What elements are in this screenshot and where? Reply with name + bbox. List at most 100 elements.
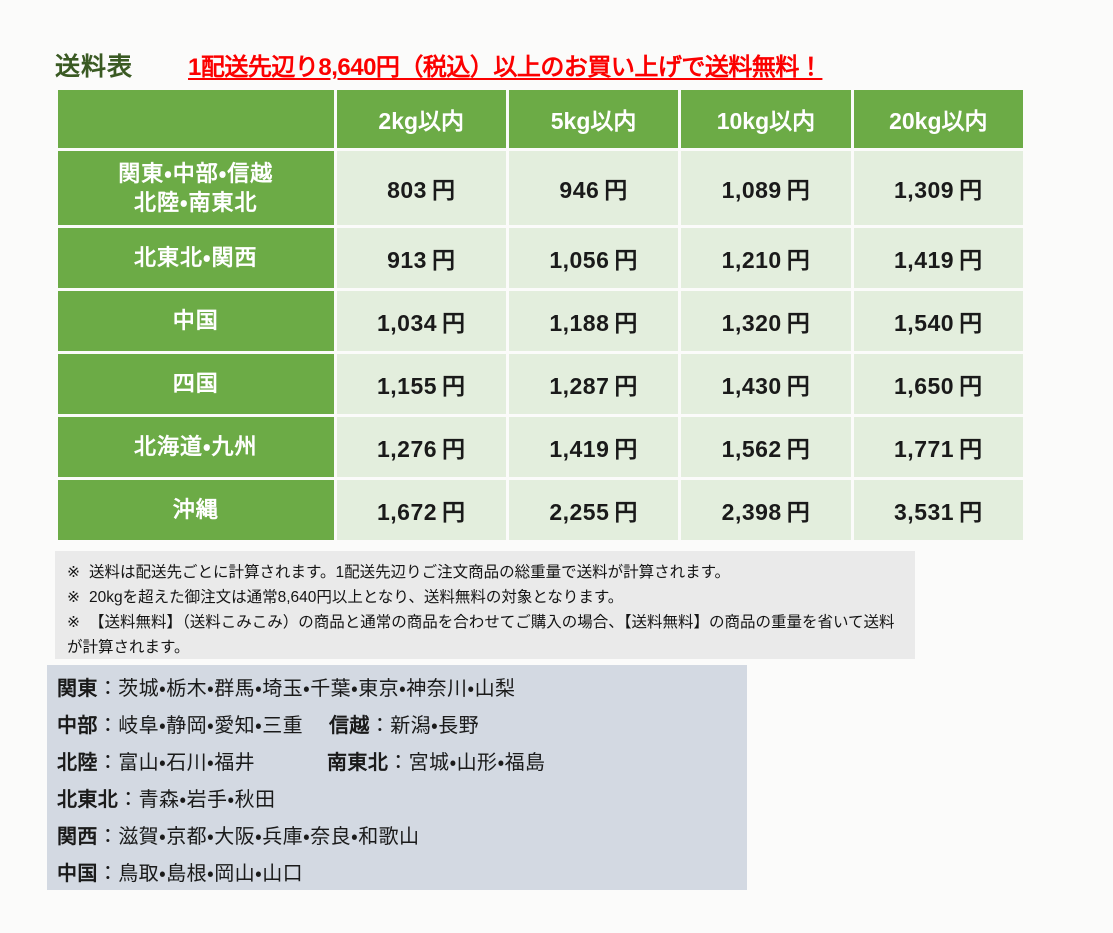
- price-value: 803: [387, 177, 427, 203]
- price-value: 1,155: [376, 373, 438, 399]
- free-shipping-banner: 1配送先辺り8,640円（税込）以上のお買い上げで送料無料！: [188, 54, 823, 81]
- price-value: 1,056: [549, 247, 610, 273]
- currency-unit: 円: [786, 310, 811, 336]
- currency-unit: 円: [959, 373, 983, 399]
- note-item: ※ 20kgを超えた御注文は通常8,640円以上となり、送料無料の対象となります。: [55, 585, 915, 610]
- currency-unit: 円: [442, 436, 466, 462]
- legend-value: 滋賀・京都・大阪・兵庫・奈良・和歌山: [118, 826, 420, 848]
- legend-label: 北陸: [57, 752, 98, 774]
- legend-separator: ：: [97, 678, 119, 700]
- legend-line: 北東北：青森・岩手・秋田: [47, 782, 747, 819]
- legend-line: 関東：茨城・栃木・群馬・埼玉・千葉・東京・神奈川・山梨: [47, 671, 747, 708]
- legend-value: 茨城・栃木・群馬・埼玉・千葉・東京・神奈川・山梨: [118, 678, 516, 700]
- price-cell: 1,320 円: [681, 291, 851, 351]
- legend-line: 中部：岐阜・静岡・愛知・三重 信越：新潟・長野: [47, 708, 747, 745]
- currency-unit: 円: [959, 247, 983, 273]
- note-mark: ※: [67, 564, 80, 581]
- note-item: ※ 【送料無料】（送料こみこみ）の商品と通常の商品を合わせてご購入の場合、【送料無…: [55, 610, 915, 660]
- currency-unit: 円: [604, 177, 628, 203]
- price-cell: 1,419 円: [853, 228, 1023, 288]
- legend-label: 中部: [57, 715, 98, 737]
- price-value: 1,562: [721, 436, 782, 462]
- price-cell: 2,255 円: [508, 480, 679, 540]
- price-value: 1,672: [376, 499, 438, 525]
- currency-unit: 円: [786, 499, 811, 525]
- price-value: 1,276: [376, 436, 438, 462]
- price-value: 1,771: [894, 436, 955, 462]
- row-header-region: 沖縄: [58, 480, 334, 540]
- table-row: 中国 1,034 円 1,188 円 1,320 円 1,540 円: [58, 291, 1023, 351]
- shipping-fee-table: 2kg以内 5kg以内 10kg以内 20kg以内 関東・中部・信越 北陸・南東…: [55, 87, 1026, 543]
- price-cell: 1,210 円: [681, 228, 851, 288]
- price-value: 1,210: [721, 247, 782, 273]
- legend-line: 中国：鳥取・島根・岡山・山口: [47, 856, 747, 893]
- page-title: 送料表: [55, 53, 134, 81]
- currency-unit: 円: [442, 499, 466, 525]
- region-legend: 関東：茨城・栃木・群馬・埼玉・千葉・東京・神奈川・山梨 中部：岐阜・静岡・愛知・…: [47, 665, 747, 890]
- currency-unit: 円: [959, 310, 983, 336]
- note-mark: ※: [67, 589, 80, 607]
- price-value: 3,531: [894, 499, 955, 525]
- price-value: 913: [387, 247, 427, 273]
- note-item: ※ 送料は配送先ごとに計算されます。1配送先辺りご注文商品の総重量で送料が計算され…: [55, 560, 915, 585]
- legend-label: 北東北: [57, 789, 119, 811]
- legend-separator: ：: [369, 715, 391, 737]
- page-header: 送料表 1配送先辺り8,640円（税込）以上のお買い上げで送料無料！: [55, 38, 1030, 80]
- currency-unit: 円: [959, 436, 983, 462]
- note-text: 【送料無料】（送料こみこみ）の商品と通常の商品を合わせてご購入の場合、【送料無料…: [67, 614, 895, 657]
- currency-unit: 円: [442, 310, 466, 336]
- price-cell: 1,650 円: [853, 354, 1023, 414]
- legend-label: 信越: [329, 715, 370, 737]
- legend-separator: ：: [388, 752, 409, 774]
- price-value: 946: [559, 177, 600, 203]
- currency-unit: 円: [431, 247, 456, 273]
- column-header-10kg: 10kg以内: [681, 90, 851, 148]
- price-cell: 1,309 円: [853, 151, 1023, 225]
- legend-separator: ：: [97, 752, 119, 774]
- currency-unit: 円: [786, 373, 811, 399]
- legend-line: 関西：滋賀・京都・大阪・兵庫・奈良・和歌山: [47, 819, 747, 856]
- price-cell: 1,430 円: [681, 354, 851, 414]
- legend-separator: ：: [97, 715, 119, 737]
- price-value: 1,320: [721, 310, 782, 336]
- price-value: 1,287: [549, 373, 610, 399]
- legend-value: 新潟・長野: [390, 715, 480, 737]
- table-row: 沖縄 1,672 円 2,255 円 2,398 円 3,531 円: [58, 480, 1023, 540]
- price-cell: 1,056 円: [508, 228, 679, 288]
- row-header-region: 四国: [58, 354, 334, 414]
- price-cell: 1,034 円: [336, 291, 506, 351]
- legend-separator: ：: [97, 826, 119, 848]
- price-cell: 1,276 円: [336, 417, 506, 477]
- price-value: 1,540: [894, 310, 955, 336]
- row-header-region: 北東北・関西: [58, 228, 334, 288]
- legend-label: 関東: [57, 678, 98, 700]
- price-cell: 2,398 円: [681, 480, 851, 540]
- price-value: 1,430: [721, 373, 782, 399]
- column-header-20kg: 20kg以内: [853, 90, 1023, 148]
- legend-value: 富山・石川・福井: [118, 752, 256, 774]
- price-cell: 1,287 円: [508, 354, 679, 414]
- table-header-row: 2kg以内 5kg以内 10kg以内 20kg以内: [58, 90, 1023, 148]
- price-cell: 1,540 円: [853, 291, 1023, 351]
- legend-separator: ：: [118, 789, 139, 811]
- price-cell: 1,089 円: [681, 151, 851, 225]
- legend-label: 南東北: [327, 752, 389, 774]
- currency-unit: 円: [614, 499, 638, 525]
- currency-unit: 円: [614, 436, 638, 462]
- row-header-region: 関東・中部・信越 北陸・南東北: [58, 151, 334, 225]
- currency-unit: 円: [959, 499, 983, 525]
- currency-unit: 円: [442, 373, 466, 399]
- legend-separator: ：: [97, 863, 119, 885]
- region-name-line2: 北陸・南東北: [134, 190, 258, 215]
- price-cell: 803 円: [336, 151, 506, 225]
- price-value: 1,419: [894, 247, 955, 273]
- table-corner-cell: [58, 90, 334, 148]
- table-row: 北海道・九州 1,276 円 1,419 円 1,562 円 1,771 円: [58, 417, 1023, 477]
- currency-unit: 円: [614, 247, 638, 273]
- legend-value: 鳥取・島根・岡山・山口: [118, 863, 304, 885]
- currency-unit: 円: [614, 373, 638, 399]
- price-value: 2,398: [721, 499, 782, 525]
- row-header-region: 中国: [58, 291, 334, 351]
- column-header-5kg: 5kg以内: [508, 90, 679, 148]
